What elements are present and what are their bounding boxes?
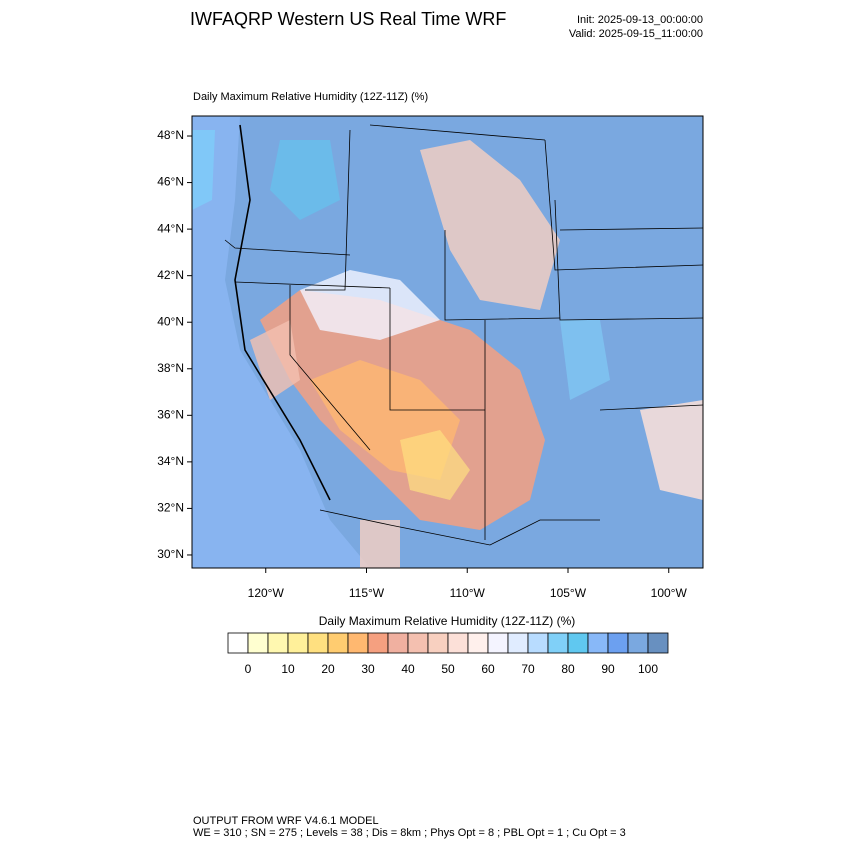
colorbar-box — [627, 632, 649, 654]
colorbar-box — [427, 632, 449, 654]
colorbar-label: 20 — [321, 662, 335, 676]
valid-time: Valid: 2025-09-15_11:00:00 — [569, 28, 703, 40]
colorbar-box — [527, 632, 549, 654]
colorbar-label: 100 — [638, 662, 658, 676]
lat-label: 40°N — [157, 314, 184, 328]
colorbar-box — [607, 632, 629, 654]
colorbar-box — [287, 632, 309, 654]
colorbar-box — [327, 632, 349, 654]
colorbar-box — [407, 632, 429, 654]
map-title: Daily Maximum Relative Humidity (12Z-11Z… — [193, 91, 428, 103]
colorbar-label: 70 — [521, 662, 535, 676]
lat-label: 34°N — [157, 454, 184, 468]
colorbar-box — [367, 632, 389, 654]
lon-label: 105°W — [550, 586, 587, 600]
colorbar-box — [267, 632, 289, 654]
lat-label: 32°N — [157, 501, 184, 515]
lat-label: 48°N — [157, 128, 184, 142]
colorbar-label: 0 — [245, 662, 252, 676]
colorbar-title: Daily Maximum Relative Humidity (12Z-11Z… — [319, 614, 576, 628]
footer-line: OUTPUT FROM WRF V4.6.1 MODEL — [193, 815, 379, 827]
colorbar-box — [567, 632, 589, 654]
lat-label: 44°N — [157, 221, 184, 235]
colorbar-box — [447, 632, 469, 654]
colorbar-box — [487, 632, 509, 654]
lon-label: 115°W — [349, 586, 385, 600]
init-time: Init: 2025-09-13_00:00:00 — [577, 14, 703, 26]
colorbar-label: 60 — [481, 662, 495, 676]
colorbar-box — [507, 632, 529, 654]
lat-label: 46°N — [157, 175, 184, 189]
colorbar-box — [247, 632, 269, 654]
title: IWFAQRP Western US Real Time WRF — [190, 9, 506, 29]
lon-label: 120°W — [248, 586, 285, 600]
colorbar-box — [587, 632, 609, 654]
colorbar-label: 80 — [561, 662, 575, 676]
colorbar-box — [227, 632, 249, 654]
colorbar-box — [347, 632, 369, 654]
colorbar-label: 40 — [401, 662, 415, 676]
colorbar-box — [647, 632, 669, 654]
colorbar-box — [547, 632, 569, 654]
colorbar-label: 10 — [281, 662, 295, 676]
colorbar-box — [467, 632, 489, 654]
colorbar-box — [307, 632, 329, 654]
lat-label: 42°N — [157, 268, 184, 282]
lon-label: 100°W — [651, 586, 688, 600]
map-field — [192, 116, 703, 568]
colorbar-label: 50 — [441, 662, 455, 676]
footer-line: WE = 310 ; SN = 275 ; Levels = 38 ; Dis … — [193, 827, 626, 839]
colorbar-box — [387, 632, 409, 654]
map-frame — [191, 115, 704, 569]
colorbar-label: 30 — [361, 662, 375, 676]
lat-label: 30°N — [157, 547, 184, 561]
lon-label: 110°W — [450, 586, 486, 600]
colorbar-label: 90 — [601, 662, 615, 676]
lat-label: 38°N — [157, 361, 184, 375]
lat-label: 36°N — [157, 407, 184, 421]
